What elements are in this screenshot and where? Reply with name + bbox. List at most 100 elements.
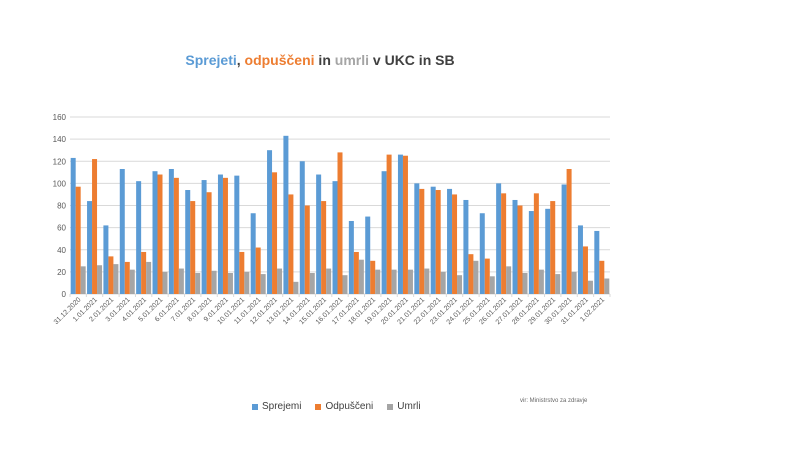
bar-odpuščeni (206, 192, 212, 294)
title-part: v UKC in SB (369, 52, 455, 68)
bar-odpuščeni (501, 193, 507, 294)
bar-umrli (375, 269, 381, 294)
bar-sprejemi (496, 183, 502, 294)
bar-sprejemi (512, 199, 518, 294)
bar-odpuščeni (190, 201, 196, 294)
bar-umrli (571, 271, 577, 294)
bar-odpuščeni (321, 201, 327, 294)
bar-umrli (227, 272, 233, 294)
bar-umrli (440, 271, 446, 294)
bar-umrli (80, 266, 86, 294)
bar-umrli (391, 269, 397, 294)
legend-label: Sprejemi (262, 401, 302, 412)
bar-odpuščeni (288, 194, 294, 294)
title-part: in (314, 52, 335, 68)
bar-sprejemi (528, 211, 534, 294)
y-tick-label: 100 (53, 179, 67, 188)
bar-odpuščeni (484, 258, 490, 294)
bar-umrli (277, 268, 283, 294)
bar-sprejemi (201, 180, 207, 294)
bar-sprejemi (168, 168, 174, 294)
bar-odpuščeni (599, 260, 605, 294)
bar-odpuščeni (517, 205, 523, 294)
bar-umrli (162, 271, 168, 294)
bar-umrli (195, 272, 201, 294)
bar-umrli (407, 269, 413, 294)
bar-umrli (457, 275, 463, 294)
bar-odpuščeni (255, 247, 261, 294)
bar-sprejemi (185, 190, 191, 294)
bar-odpuščeni (337, 152, 343, 294)
bar-sprejemi (594, 230, 600, 294)
bar-odpuščeni (173, 177, 179, 294)
bar-sprejemi (545, 208, 551, 294)
bar-umrli (604, 278, 610, 294)
bar-umrli (473, 260, 479, 294)
title-part: , (236, 52, 245, 68)
bar-sprejemi (103, 225, 109, 294)
bar-sprejemi (87, 201, 93, 294)
bar-sprejemi (283, 135, 289, 294)
bar-odpuščeni (141, 251, 147, 294)
bar-odpuščeni (353, 251, 359, 294)
bar-sprejemi (217, 174, 223, 294)
bar-umrli (244, 271, 250, 294)
bar-odpuščeni (582, 246, 588, 294)
bar-odpuščeni (304, 205, 310, 294)
bar-umrli (293, 281, 299, 294)
bar-sprejemi (348, 220, 354, 294)
bar-sprejemi (397, 154, 403, 294)
legend: Sprejemi Odpuščeni Umrli (252, 401, 421, 412)
bar-sprejemi (430, 186, 436, 294)
legend-item: Odpuščeni (315, 401, 373, 412)
bar-umrli (522, 272, 528, 294)
bar-sprejemi (365, 216, 371, 294)
bar-odpuščeni (370, 260, 376, 294)
bar-umrli (424, 268, 430, 294)
y-tick-label: 60 (57, 224, 66, 233)
bar-sprejemi (332, 181, 338, 294)
bar-odpuščeni (419, 188, 425, 294)
bar-odpuščeni (386, 154, 392, 294)
y-tick-label: 20 (57, 268, 66, 277)
bar-umrli (309, 272, 315, 294)
bar-umrli (146, 261, 152, 294)
y-tick-label: 160 (53, 113, 67, 122)
y-tick-label: 40 (57, 246, 66, 255)
bar-sprejemi (250, 213, 256, 294)
y-tick-label: 0 (62, 290, 67, 299)
title-part: umrli (334, 52, 370, 68)
bar-odpuščeni (402, 155, 408, 294)
bar-umrli (129, 269, 135, 294)
bar-sprejemi (136, 181, 142, 294)
bar-odpuščeni (468, 254, 474, 294)
title-part: odpuščeni (244, 52, 315, 68)
bar-umrli (326, 268, 332, 294)
bar-umrli (555, 274, 561, 294)
y-tick-label: 80 (57, 202, 66, 211)
bar-sprejemi (479, 213, 485, 294)
bar-sprejemi (447, 188, 453, 294)
bar-odpuščeni (272, 172, 278, 294)
bar-umrli (358, 259, 364, 294)
bar-odpuščeni (533, 193, 539, 294)
bar-odpuščeni (124, 261, 130, 294)
bar-sprejemi (299, 161, 305, 294)
legend-item: Sprejemi (252, 401, 301, 412)
bar-umrli (178, 268, 184, 294)
y-tick-label: 140 (53, 135, 67, 144)
bar-sprejemi (381, 171, 387, 294)
bar-odpuščeni (108, 256, 114, 294)
legend-swatch (315, 403, 322, 410)
bar-umrli (342, 275, 348, 294)
bar-umrli (538, 269, 544, 294)
bar-umrli (113, 264, 119, 294)
bar-sprejemi (234, 175, 240, 294)
bar-odpuščeni (157, 174, 163, 294)
bar-sprejemi (577, 225, 583, 294)
bar-umrli (211, 270, 217, 294)
bar-sprejemi (316, 174, 322, 294)
chart-title: Sprejeti, odpuščeni in umrli v UKC in SB (0, 52, 640, 68)
bar-umrli (97, 265, 103, 294)
